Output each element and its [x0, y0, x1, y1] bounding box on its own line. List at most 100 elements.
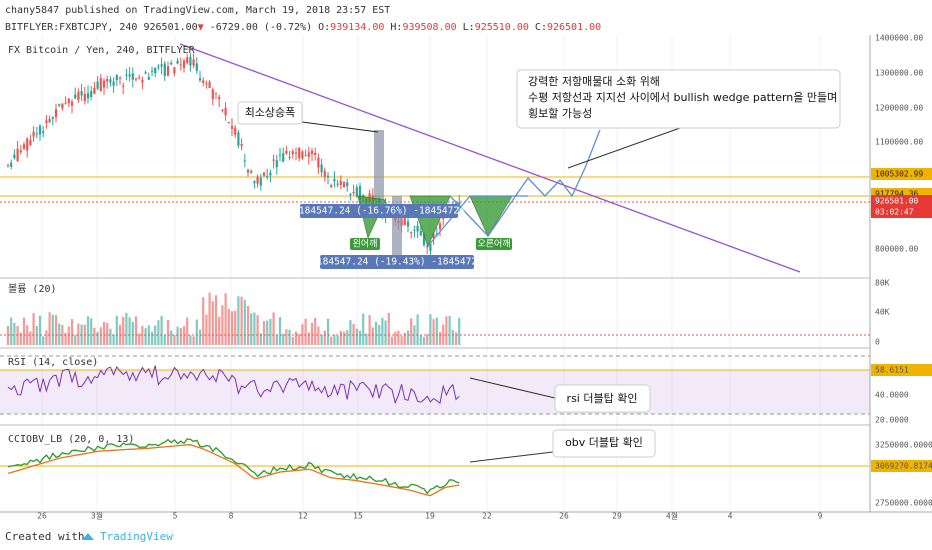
- volume-bar: [54, 315, 58, 345]
- volume-bar: [419, 335, 422, 345]
- high: 939508.00: [402, 22, 456, 33]
- volume-bar: [410, 318, 413, 345]
- candle-body: [352, 191, 355, 193]
- axis-labels: 1400000.00 1300000.00 1200000.00 1100000.00…: [37, 34, 932, 521]
- h-label: H:: [390, 22, 402, 33]
- candle-body: [454, 203, 458, 205]
- rsi-band: [0, 370, 870, 414]
- volume-bar: [371, 327, 374, 345]
- candle-body: [70, 101, 74, 106]
- volume-bar: [22, 317, 26, 345]
- candle-body: [192, 59, 195, 66]
- candle-body: [218, 96, 221, 100]
- volume-bar: [45, 330, 48, 345]
- candle-body: [336, 183, 339, 185]
- candle-body: [163, 63, 166, 76]
- note-box: [237, 101, 303, 125]
- volume-bar: [438, 332, 442, 345]
- volume-bar: [48, 312, 51, 345]
- volume-bar: [298, 334, 301, 345]
- volume-bar: [182, 326, 186, 345]
- volume-bar: [61, 324, 64, 345]
- candle-body: [109, 79, 112, 83]
- rsi-curve: [7, 365, 460, 405]
- candle-body: [262, 172, 266, 176]
- volume-bar: [230, 311, 234, 345]
- candle-body: [112, 81, 115, 86]
- volume-bar: [368, 315, 371, 345]
- candle-body: [16, 148, 19, 161]
- volume-bar: [93, 327, 96, 345]
- x-tick-label: 15: [353, 512, 363, 521]
- measure-text: -184547.24 (-16.76%) -18454724: [293, 206, 465, 217]
- candle-body: [253, 181, 256, 184]
- y-tick-label: 1200000.00: [875, 104, 923, 113]
- candle-body: [205, 83, 208, 85]
- candle-body: [429, 243, 432, 251]
- volume-bar: [16, 325, 19, 345]
- volume-bar: [86, 316, 90, 345]
- candle-body: [330, 185, 333, 188]
- candle-body: [298, 147, 301, 159]
- volume-bar: [374, 321, 378, 345]
- c-label: C:: [535, 22, 547, 33]
- candle-body: [358, 186, 362, 200]
- axis-marker: [871, 460, 932, 472]
- volume-bar: [458, 317, 461, 345]
- candle-body: [80, 91, 83, 96]
- projection: [449, 129, 601, 238]
- candle-body: [86, 93, 90, 99]
- note: 강력한 저항매물대 소화 위해: [528, 74, 660, 88]
- candle-body: [317, 157, 320, 168]
- volume-bar: [176, 326, 179, 345]
- candle-body: [96, 81, 99, 89]
- candle-body: [355, 187, 358, 197]
- candle-body: [26, 138, 29, 151]
- candle-body: [29, 139, 32, 145]
- candle-body: [256, 176, 259, 184]
- volume-bar: [336, 335, 339, 345]
- y-tick-label: 20.0000: [875, 416, 909, 425]
- volume-bar: [96, 331, 99, 345]
- candle-body: [10, 162, 13, 167]
- volume-bar: [403, 332, 406, 345]
- candle-body: [42, 131, 45, 133]
- candle-body: [304, 155, 307, 157]
- volume-bar: [352, 323, 355, 345]
- volume-bar: [211, 301, 214, 345]
- volume-bar: [400, 336, 403, 345]
- volume-bar: [445, 316, 448, 345]
- y-tick-label: 3069270.8174: [875, 462, 932, 471]
- candle-body: [288, 157, 291, 159]
- y-tick-label: 80K: [875, 279, 890, 288]
- candle-body: [186, 57, 189, 63]
- volume-bar: [99, 327, 102, 345]
- y-tick-label: 0: [875, 338, 880, 347]
- volume-bar: [150, 331, 154, 345]
- candle-body: [160, 64, 163, 67]
- volume-bar: [307, 332, 310, 345]
- measure-bar: [374, 130, 384, 200]
- volume-bar: [278, 316, 282, 345]
- volume-bar: [74, 335, 77, 345]
- symbol: BITFLYER:FXBTCJPY, 240: [5, 22, 137, 33]
- candle-body: [93, 87, 96, 94]
- volume-bar: [323, 330, 326, 345]
- volume-bar: [451, 329, 454, 345]
- candle-body: [227, 121, 230, 123]
- volume-bar: [125, 312, 128, 345]
- volume-bar: [173, 334, 176, 345]
- candle-body: [438, 223, 442, 230]
- measure-text: -184547.24 (-19.43%) -18454724: [311, 257, 483, 268]
- volume-bar: [70, 319, 74, 345]
- candle-body: [48, 119, 51, 123]
- volume-bar: [205, 314, 208, 345]
- candle-body: [349, 193, 352, 195]
- candle-body: [326, 175, 330, 177]
- candle-body: [90, 91, 93, 98]
- candle-body: [266, 175, 269, 177]
- candle-body: [310, 150, 314, 155]
- candle-body: [102, 80, 106, 88]
- volume-bar: [288, 329, 291, 345]
- price-marker-label: 917794.36: [875, 190, 919, 199]
